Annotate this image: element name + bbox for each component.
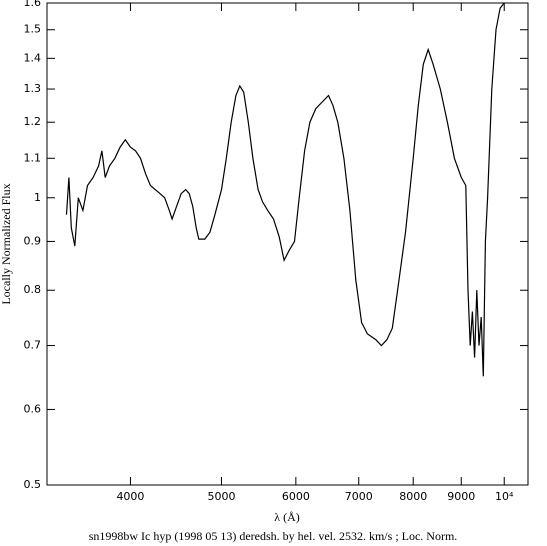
x-tick-label: 9000 xyxy=(447,490,475,503)
x-tick-label: 10⁴ xyxy=(495,490,514,503)
y-tick-label: 0.6 xyxy=(24,402,42,415)
x-axis-label: λ (Å) xyxy=(274,510,299,524)
x-tick-label: 4000 xyxy=(116,490,144,503)
y-tick-label: 1.3 xyxy=(24,82,42,95)
plot-frame xyxy=(46,2,529,486)
y-tick-label: 1.5 xyxy=(24,23,42,36)
y-axis-label: Locally Normalized Flux xyxy=(0,183,13,304)
x-tick-label: 5000 xyxy=(207,490,235,503)
y-tick-label: 1.1 xyxy=(24,151,42,164)
x-tick-label: 6000 xyxy=(282,490,310,503)
y-tick-label: 1.6 xyxy=(24,0,42,9)
y-tick-label: 0.8 xyxy=(24,283,42,296)
spectrum-line xyxy=(65,2,505,377)
x-tick-label: 7000 xyxy=(345,490,373,503)
y-tick-label: 1.2 xyxy=(24,115,42,128)
x-tick-label: 8000 xyxy=(399,490,427,503)
y-tick-label: 0.5 xyxy=(24,478,42,491)
chart-title: sn1998bw Ic hyp (1998 05 13) deredsh. by… xyxy=(89,529,458,543)
y-tick-label: 0.9 xyxy=(24,234,42,247)
y-tick-label: 0.7 xyxy=(24,339,42,352)
y-tick-label: 1.4 xyxy=(24,51,42,64)
y-tick-label: 1 xyxy=(34,191,41,204)
